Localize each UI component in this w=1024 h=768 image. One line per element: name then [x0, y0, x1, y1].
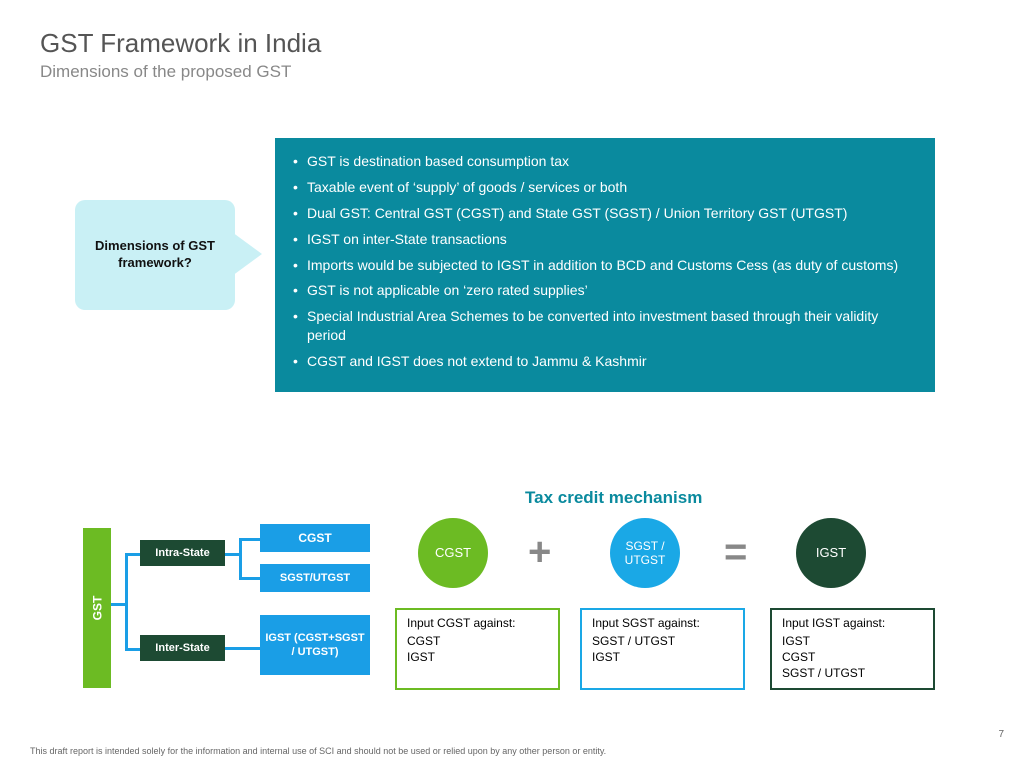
page-title: GST Framework in India — [40, 28, 321, 59]
plus-icon: + — [528, 530, 551, 575]
bullets-panel: GST is destination based consumption tax… — [275, 138, 935, 392]
page-number: 7 — [998, 729, 1004, 740]
sgst-leaf: SGST/UTGST — [260, 564, 370, 592]
input-box-header: Input CGST against: — [407, 616, 548, 630]
callout-arrow-icon — [232, 232, 262, 276]
connector-line — [125, 553, 128, 651]
input-box-header: Input SGST against: — [592, 616, 733, 630]
bullet-item: Special Industrial Area Schemes to be co… — [285, 307, 917, 345]
input-igst-box: Input IGST against: IGST CGST SGST / UTG… — [770, 608, 935, 690]
bullet-item: Imports would be subjected to IGST in ad… — [285, 256, 917, 275]
connector-line — [239, 538, 242, 580]
connector-line — [125, 648, 140, 651]
mechanism-title: Tax credit mechanism — [525, 488, 702, 508]
page-subtitle: Dimensions of the proposed GST — [40, 62, 291, 82]
input-cgst-box: Input CGST against: CGST IGST — [395, 608, 560, 690]
inter-state-node: Inter-State — [140, 635, 225, 661]
connector-line — [239, 577, 260, 580]
igst-leaf: IGST (CGST+SGST / UTGST) — [260, 615, 370, 675]
input-box-item: IGST — [407, 650, 548, 664]
connector-line — [239, 538, 260, 541]
bullet-item: CGST and IGST does not extend to Jammu &… — [285, 352, 917, 371]
callout-box: Dimensions of GST framework? — [75, 200, 235, 310]
callout-label: Dimensions of GST framework? — [85, 238, 225, 272]
cgst-leaf: CGST — [260, 524, 370, 552]
bullet-item: GST is not applicable on ‘zero rated sup… — [285, 281, 917, 300]
input-box-item: SGST / UTGST — [782, 666, 923, 680]
input-box-header: Input IGST against: — [782, 616, 923, 630]
connector-line — [225, 553, 239, 556]
input-box-item: CGST — [407, 634, 548, 648]
input-sgst-box: Input SGST against: SGST / UTGST IGST — [580, 608, 745, 690]
connector-line — [225, 647, 260, 650]
gst-root-node: GST — [83, 528, 111, 688]
input-box-item: SGST / UTGST — [592, 634, 733, 648]
gst-root-label: GST — [90, 596, 104, 621]
bullet-item: IGST on inter-State transactions — [285, 230, 917, 249]
equals-icon: = — [724, 530, 747, 575]
input-box-item: IGST — [782, 634, 923, 648]
intra-state-node: Intra-State — [140, 540, 225, 566]
input-box-item: IGST — [592, 650, 733, 664]
igst-circle: IGST — [796, 518, 866, 588]
bullet-item: GST is destination based consumption tax — [285, 152, 917, 171]
input-box-item: CGST — [782, 650, 923, 664]
connector-line — [111, 603, 125, 606]
sgst-circle: SGST / UTGST — [610, 518, 680, 588]
connector-line — [125, 553, 140, 556]
cgst-circle: CGST — [418, 518, 488, 588]
bullet-item: Taxable event of ‘supply’ of goods / ser… — [285, 178, 917, 197]
bullet-item: Dual GST: Central GST (CGST) and State G… — [285, 204, 917, 223]
footer-disclaimer: This draft report is intended solely for… — [30, 746, 606, 756]
